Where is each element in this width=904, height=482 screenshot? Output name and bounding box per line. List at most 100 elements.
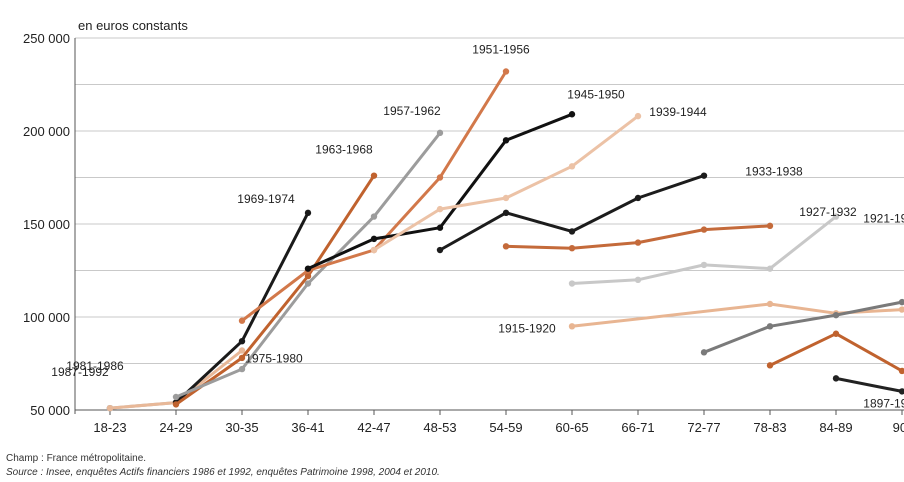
tick-labels: 50 000 100 000 150 000 200 000 250 000 18-23 2… xyxy=(23,31,904,435)
data-point xyxy=(370,213,378,220)
data-point xyxy=(436,205,444,213)
data-point xyxy=(238,317,246,324)
data-point xyxy=(898,298,904,306)
data-point xyxy=(568,111,576,118)
data-point xyxy=(502,243,510,250)
scope-note: Champ : France métropolitaine. xyxy=(6,453,147,464)
series-line xyxy=(702,300,904,354)
data-point xyxy=(898,388,904,395)
data-point xyxy=(370,172,378,179)
data-point xyxy=(766,362,774,369)
x-tick-label: 42-47 xyxy=(357,420,390,435)
series-label: 1951-1956 xyxy=(472,42,530,56)
x-tick-label: 72-77 xyxy=(687,420,720,435)
data-point xyxy=(304,265,312,272)
data-point xyxy=(238,347,246,354)
data-point xyxy=(634,112,642,120)
x-tick-label: 18-23 xyxy=(93,420,126,435)
data-point xyxy=(766,222,774,230)
series-label: 1933-1938 xyxy=(745,165,803,179)
data-point xyxy=(436,246,444,254)
grid-lines xyxy=(75,37,904,364)
data-point xyxy=(700,172,708,179)
data-point xyxy=(832,375,840,382)
data-point xyxy=(568,163,576,170)
data-point xyxy=(172,401,180,408)
x-tick-label: 60-65 xyxy=(555,420,588,435)
data-point xyxy=(238,337,246,345)
data-point xyxy=(700,349,708,356)
y-axis-unit-label: en euros constants xyxy=(78,18,188,33)
x-tick-label: 48-53 xyxy=(423,420,456,435)
data-point xyxy=(568,323,576,330)
series-line xyxy=(174,131,442,399)
data-point xyxy=(304,209,312,217)
data-point xyxy=(502,137,510,144)
data-point xyxy=(304,272,312,280)
data-point xyxy=(832,311,840,319)
data-point xyxy=(634,194,642,202)
data-point xyxy=(634,239,642,246)
data-point xyxy=(172,393,180,401)
series-label: 1939-1944 xyxy=(649,105,707,119)
data-point xyxy=(766,323,774,330)
data-point xyxy=(304,280,312,287)
data-point xyxy=(832,330,840,337)
data-point xyxy=(436,224,444,231)
data-point xyxy=(766,265,774,272)
data-point xyxy=(832,213,840,220)
x-tick-label: 84-89 xyxy=(819,420,852,435)
series-line xyxy=(570,302,904,328)
x-tick-label: 36-41 xyxy=(291,420,324,435)
x-tick-label: 78-83 xyxy=(753,420,786,435)
source-note: Source : Insee, enquêtes Actifs financie… xyxy=(6,467,440,478)
data-point xyxy=(238,365,246,373)
data-point xyxy=(370,235,378,243)
series-line xyxy=(372,114,640,252)
series-label: 1981-1986 xyxy=(66,359,124,373)
y-tick-label: 50 000 xyxy=(30,403,70,418)
axes xyxy=(74,38,904,414)
series-label: 1897-1902 xyxy=(863,396,904,410)
data-point xyxy=(238,354,246,362)
x-tick-label: 90- xyxy=(893,420,904,435)
series-lines xyxy=(106,68,904,412)
x-tick-label: 30-35 xyxy=(225,420,258,435)
series-label: 1945-1950 xyxy=(567,87,625,101)
data-point xyxy=(634,276,642,283)
data-point xyxy=(700,261,708,269)
series-label: 1927-1932 xyxy=(799,205,857,219)
x-tick-label: 24-29 xyxy=(159,420,192,435)
data-point xyxy=(436,129,444,137)
data-point xyxy=(436,174,444,181)
series-label: 1963-1968 xyxy=(315,143,373,157)
series-label: 1975-1980 xyxy=(245,351,303,365)
series-line xyxy=(174,174,376,406)
x-tick-label: 54-59 xyxy=(489,420,522,435)
series-label: 1987-1992 xyxy=(51,365,109,379)
data-point xyxy=(106,404,114,412)
series-label: 1957-1962 xyxy=(383,104,441,118)
data-point xyxy=(568,244,576,252)
y-tick-label: 100 000 xyxy=(23,310,70,325)
series-line xyxy=(834,376,904,393)
series-label: 1915-1920 xyxy=(498,321,556,335)
series-label: 1969-1974 xyxy=(237,192,295,206)
data-point xyxy=(502,68,510,75)
data-point xyxy=(568,228,576,235)
data-point xyxy=(370,246,378,254)
data-point xyxy=(766,300,774,308)
data-point xyxy=(502,194,510,202)
data-point xyxy=(700,226,708,233)
y-tick-label: 150 000 xyxy=(23,217,70,232)
x-tick-label: 66-71 xyxy=(621,420,654,435)
y-tick-label: 250 000 xyxy=(23,31,70,46)
data-point xyxy=(898,367,904,375)
data-point xyxy=(898,306,904,313)
y-tick-label: 200 000 xyxy=(23,124,70,139)
series-label: 1921-1926 xyxy=(863,212,904,226)
data-point xyxy=(568,280,576,287)
series-line xyxy=(768,332,904,373)
